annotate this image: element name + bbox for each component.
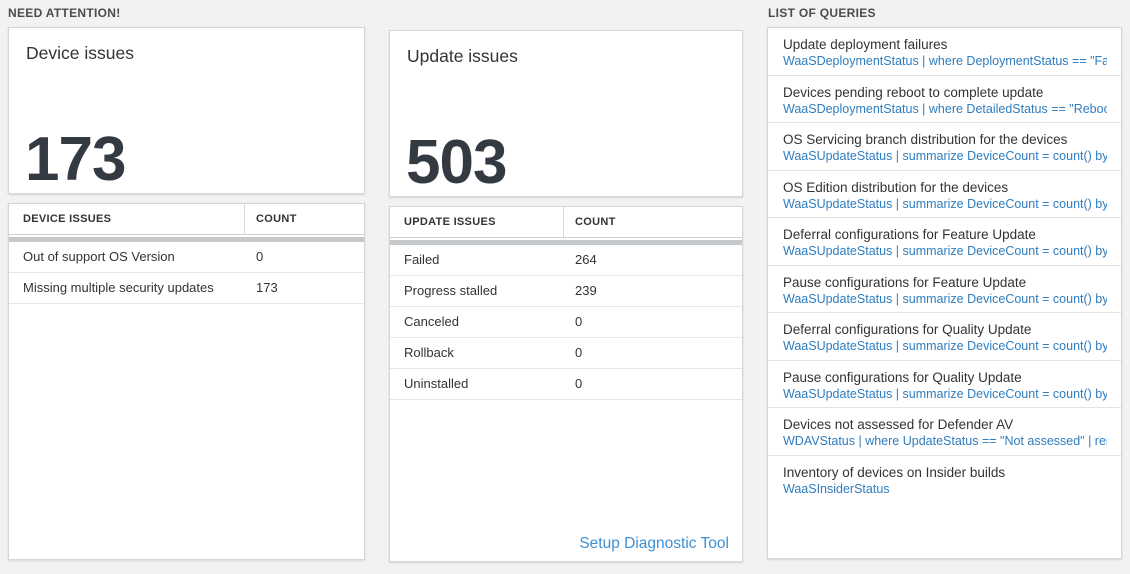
query-title: Update deployment failures (783, 37, 948, 52)
query-item[interactable]: Devices not assessed for Defender AV WDA… (768, 408, 1121, 456)
row-label: Rollback (404, 345, 454, 360)
query-item[interactable]: Pause configurations for Feature Update … (768, 266, 1121, 313)
device-issues-card[interactable]: Device issues 173 (8, 27, 365, 194)
update-table-header-issues: UPDATE ISSUES (390, 207, 564, 237)
table-row[interactable]: Rollback 0 (390, 338, 742, 369)
device-issues-title: Device issues (26, 43, 134, 63)
query-item[interactable]: Inventory of devices on Insider builds W… (768, 456, 1121, 504)
query-title: Devices not assessed for Defender AV (783, 417, 1014, 432)
need-attention-label: NEED ATTENTION! (8, 6, 121, 20)
device-table-header: DEVICE ISSUES COUNT (9, 204, 364, 235)
query-text: WaaSDeploymentStatus | where DetailedSta… (783, 101, 1107, 116)
device-table-header-count: COUNT (256, 213, 297, 225)
update-table-header: UPDATE ISSUES COUNT (390, 207, 742, 238)
query-list-panel: Update deployment failures WaaSDeploymen… (767, 27, 1122, 559)
list-of-queries-label: LIST OF QUERIES (768, 6, 876, 20)
query-text: WaaSUpdateStatus | summarize DeviceCount… (783, 339, 1107, 353)
update-issues-table: UPDATE ISSUES COUNT Failed 264 Progress … (389, 206, 743, 562)
query-title: Pause configurations for Feature Update (783, 274, 1027, 290)
query-title: Devices pending reboot to complete updat… (783, 84, 1044, 100)
query-text: WaaSUpdateStatus | summarize DeviceCount… (783, 244, 1107, 258)
query-item[interactable]: Deferral configurations for Feature Upda… (768, 218, 1121, 266)
query-item[interactable]: Update deployment failures WaaSDeploymen… (768, 28, 1121, 76)
update-table-header-count: COUNT (575, 216, 616, 228)
query-title: Deferral configurations for Feature Upda… (783, 227, 1036, 242)
query-text: WaaSUpdateStatus | summarize DeviceCount… (783, 149, 1107, 163)
row-label: Uninstalled (404, 376, 469, 391)
update-issues-count: 503 (406, 128, 507, 197)
row-label: Failed (404, 252, 440, 267)
grid-scrollbar (9, 237, 364, 242)
grid-scrollbar (390, 240, 742, 245)
query-title: Pause configurations for Quality Update (783, 369, 1022, 385)
row-count: 0 (575, 376, 583, 391)
row-count: 0 (256, 249, 264, 264)
row-count: 0 (575, 314, 583, 329)
table-row[interactable]: Missing multiple security updates 173 (9, 273, 364, 304)
query-item[interactable]: OS Edition distribution for the devices … (768, 171, 1121, 218)
row-count: 239 (575, 283, 597, 298)
row-label: Progress stalled (404, 283, 498, 298)
update-issues-title: Update issues (407, 46, 518, 66)
row-count: 0 (575, 345, 583, 360)
query-item[interactable]: Devices pending reboot to complete updat… (768, 76, 1121, 123)
query-title: OS Edition distribution for the devices (783, 179, 1009, 195)
query-text: WaaSDeploymentStatus | where DeploymentS… (783, 54, 1107, 68)
table-row[interactable]: Failed 264 (390, 245, 742, 276)
table-row[interactable]: Progress stalled 239 (390, 276, 742, 307)
table-row[interactable]: Uninstalled 0 (390, 369, 742, 400)
device-table-header-issues: DEVICE ISSUES (9, 204, 245, 234)
device-issues-count: 173 (25, 125, 126, 194)
row-label: Missing multiple security updates (23, 280, 214, 295)
query-text: WDAVStatus | where UpdateStatus == "Not … (783, 434, 1107, 448)
query-text: WaaSUpdateStatus | summarize DeviceCount… (783, 291, 1107, 306)
query-title: Inventory of devices on Insider builds (783, 464, 1006, 480)
row-label: Canceled (404, 314, 459, 329)
row-label: Out of support OS Version (23, 249, 175, 264)
setup-diagnostic-tool-link[interactable]: Setup Diagnostic Tool (579, 535, 729, 552)
update-issues-card[interactable]: Update issues 503 (389, 30, 743, 197)
table-row[interactable]: Canceled 0 (390, 307, 742, 338)
row-count: 264 (575, 252, 597, 267)
query-item[interactable]: Deferral configurations for Quality Upda… (768, 313, 1121, 361)
row-count: 173 (256, 280, 278, 295)
query-text: WaaSUpdateStatus | summarize DeviceCount… (783, 386, 1107, 401)
table-row[interactable]: Out of support OS Version 0 (9, 242, 364, 273)
query-item[interactable]: OS Servicing branch distribution for the… (768, 123, 1121, 171)
query-title: Deferral configurations for Quality Upda… (783, 322, 1032, 337)
query-text: WaaSUpdateStatus | summarize DeviceCount… (783, 196, 1107, 211)
query-item[interactable]: Pause configurations for Quality Update … (768, 361, 1121, 408)
query-text: WaaSInsiderStatus (783, 481, 890, 496)
query-title: OS Servicing branch distribution for the… (783, 132, 1068, 147)
device-issues-table: DEVICE ISSUES COUNT Out of support OS Ve… (8, 203, 365, 560)
